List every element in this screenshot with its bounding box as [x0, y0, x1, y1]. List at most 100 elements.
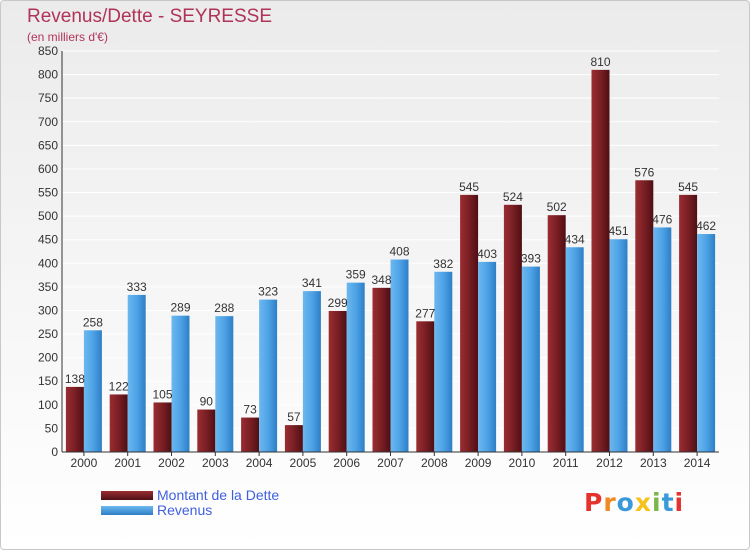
value-label-revenus: 434 — [565, 232, 585, 246]
proxiti-logo: Proxiti — [584, 488, 684, 517]
value-label-revenus: 462 — [696, 219, 716, 233]
legend-swatch-revenus — [101, 506, 153, 515]
value-label-dette: 524 — [503, 190, 523, 204]
y-tick-label: 0 — [51, 445, 58, 459]
bar-revenus-2012 — [609, 239, 628, 452]
bar-revenus-2003 — [215, 316, 234, 452]
bar-dette-2009 — [460, 194, 479, 452]
bar-revenus-2000 — [83, 330, 102, 452]
legend-label-revenus: Revenus — [157, 502, 213, 518]
x-tick-label: 2003 — [202, 456, 229, 470]
logo-letter: i — [652, 488, 662, 517]
bar-revenus-2001 — [127, 294, 146, 452]
y-tick-label: 100 — [38, 398, 58, 412]
x-tick-label: 2012 — [596, 456, 623, 470]
x-tick-label: 2014 — [684, 456, 711, 470]
value-label-dette: 57 — [287, 410, 301, 424]
bar-dette-2004 — [241, 417, 260, 452]
legend-swatch-dette — [101, 491, 153, 500]
x-axis: 2000 2001 2002 2003 2004 2005 2006 2007 2008 2009… — [62, 451, 719, 470]
y-tick-label: 300 — [38, 303, 58, 317]
value-label-dette: 90 — [200, 395, 214, 409]
logo-letter: x — [634, 488, 652, 517]
x-tick-label: 2007 — [377, 456, 404, 470]
value-label-revenus: 288 — [214, 301, 234, 315]
value-label-revenus: 408 — [389, 245, 409, 259]
bar-dette-2013 — [635, 180, 654, 452]
x-tick-label: 2005 — [290, 456, 317, 470]
bar-dette-2011 — [547, 215, 566, 452]
logo-letter: r — [603, 488, 617, 517]
legend-label-dette: Montant de la Dette — [157, 487, 280, 503]
y-tick-label: 400 — [38, 256, 58, 270]
value-label-dette: 502 — [547, 200, 567, 214]
y-tick-label: 800 — [38, 68, 58, 82]
y-tick-label: 200 — [38, 351, 58, 365]
value-label-dette: 138 — [65, 372, 85, 386]
y-tick-label: 150 — [38, 374, 58, 388]
bar-revenus-2005 — [302, 291, 321, 452]
bar-revenus-2011 — [565, 247, 584, 452]
value-label-revenus: 451 — [608, 224, 628, 238]
y-tick-label: 550 — [38, 186, 58, 200]
bar-revenus-2009 — [478, 261, 497, 452]
bar-revenus-2014 — [697, 234, 716, 452]
value-label-revenus: 382 — [433, 257, 453, 271]
bar-dette-2005 — [284, 425, 303, 452]
logo-letter: o — [616, 488, 635, 517]
x-tick-label: 2000 — [71, 456, 98, 470]
bar-dette-2006 — [328, 310, 347, 452]
x-tick-label: 2009 — [465, 456, 492, 470]
bar-revenus-2004 — [259, 299, 278, 452]
logo-letter: P — [584, 488, 604, 517]
bar-revenus-2006 — [346, 282, 365, 452]
logo-letter: t — [661, 488, 675, 517]
bar-dette-2008 — [416, 321, 435, 452]
value-label-revenus: 333 — [127, 280, 147, 294]
value-label-dette: 545 — [678, 180, 698, 194]
bar-dette-2007 — [372, 287, 391, 452]
bar-revenus-2013 — [653, 227, 672, 452]
y-axis: 0 50 100 150 200 250 300 350 400 450 500 550 600 650 7… — [38, 44, 63, 459]
x-tick-label: 2010 — [509, 456, 536, 470]
value-label-revenus: 359 — [346, 268, 366, 282]
chart-title: Revenus/Dette - SEYRESSE — [27, 6, 272, 27]
x-tick-label: 2004 — [246, 456, 273, 470]
value-label-dette: 348 — [371, 273, 391, 287]
value-label-revenus: 258 — [83, 315, 103, 329]
x-tick-label: 2013 — [640, 456, 667, 470]
y-tick-label: 600 — [38, 162, 58, 176]
value-label-dette: 810 — [590, 55, 610, 69]
bar-dette-2002 — [153, 402, 172, 452]
bar-dette-2010 — [503, 204, 522, 452]
bar-revenus-2007 — [390, 259, 409, 452]
value-label-revenus: 323 — [258, 285, 278, 299]
x-tick-label: 2001 — [114, 456, 141, 470]
chart-subtitle: (en milliers d'€) — [27, 30, 108, 44]
value-label-revenus: 393 — [521, 252, 541, 266]
value-label-dette: 299 — [328, 296, 348, 310]
bar-dette-2000 — [65, 386, 84, 452]
value-label-dette: 545 — [459, 180, 479, 194]
x-tick-label: 2002 — [158, 456, 185, 470]
value-label-dette: 576 — [634, 165, 654, 179]
x-tick-label: 2008 — [421, 456, 448, 470]
bar-dette-2014 — [679, 194, 698, 452]
y-tick-label: 450 — [38, 233, 58, 247]
y-tick-label: 850 — [38, 44, 58, 58]
value-label-revenus: 403 — [477, 247, 497, 261]
value-label-dette: 73 — [243, 403, 257, 417]
bar-dette-2003 — [197, 409, 216, 452]
value-label-dette: 105 — [152, 387, 172, 401]
y-tick-label: 50 — [45, 421, 59, 435]
bar-dette-2001 — [109, 394, 128, 452]
x-tick-label: 2011 — [553, 456, 579, 470]
y-tick-label: 700 — [38, 115, 58, 129]
bar-revenus-2010 — [521, 266, 540, 452]
value-label-dette: 122 — [109, 379, 129, 393]
bar-revenus-2002 — [171, 315, 190, 452]
y-tick-label: 750 — [38, 91, 58, 105]
y-tick-label: 250 — [38, 327, 58, 341]
logo-letter: i — [674, 488, 685, 517]
